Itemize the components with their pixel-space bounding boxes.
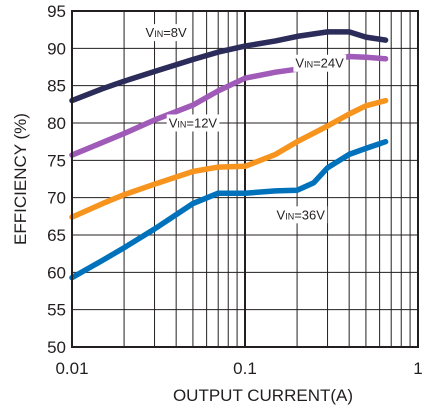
series-line [69,53,389,158]
series-annotation: VIN=24V [293,54,347,72]
y-tick-label: 65 [47,226,66,245]
annotation-subscript: IN [285,211,294,221]
series-line [69,97,389,220]
annotation-prefix: V [277,207,286,222]
annotation-background [274,206,328,224]
x-tick-label: 1 [413,359,422,378]
y-tick-labels: 50 55 60 65 70 75 80 85 90 95 [47,2,66,357]
series-annotation: VIN=36V [274,206,328,224]
annotation-text: VIN=36V [277,207,326,222]
grid [72,11,418,347]
annotation-text: VIN=12V [169,115,218,130]
annotation-text: VIN=8V [146,25,187,40]
annotation-prefix: V [146,25,155,40]
annotation-background [143,24,190,42]
annotation-prefix: V [169,115,178,130]
annotation-subscript: IN [177,119,186,129]
annotation-suffix: =24V [313,56,344,71]
annotation-subscript: IN [154,29,163,39]
y-tick-label: 80 [47,114,66,133]
y-tick-label: 50 [47,338,66,357]
annotation-suffix: =12V [186,115,217,130]
x-tick-label: 0.1 [233,359,257,378]
annotation-suffix: =36V [294,207,325,222]
y-tick-label: 90 [47,39,66,58]
x-tick-label: 0.01 [55,359,88,378]
annotation-text: VIN=24V [295,56,344,71]
y-tick-label: 85 [47,77,66,96]
series-lines [69,29,389,281]
annotation-background [166,114,220,132]
x-tick-labels: 0.01 0.1 1 [55,359,422,378]
y-tick-label: 60 [47,263,66,282]
annotation-prefix: V [295,56,304,71]
series-annotation: VIN=12V [166,114,220,132]
y-tick-label: 55 [47,301,66,320]
annotation-subscript: IN [304,60,313,70]
y-tick-label: 95 [47,2,66,21]
series-line [69,138,389,281]
series-annotation: VIN=8V [143,24,190,42]
x-axis-label: OUTPUT CURRENT(A) [173,386,353,405]
annotation-background [293,54,347,72]
annotation-suffix: =8V [163,25,187,40]
series-line [69,29,389,104]
y-axis-label: EFFICIENCY (%) [11,113,30,245]
y-tick-label: 70 [47,189,66,208]
y-tick-label: 75 [47,151,66,170]
plot-frame [71,10,419,348]
